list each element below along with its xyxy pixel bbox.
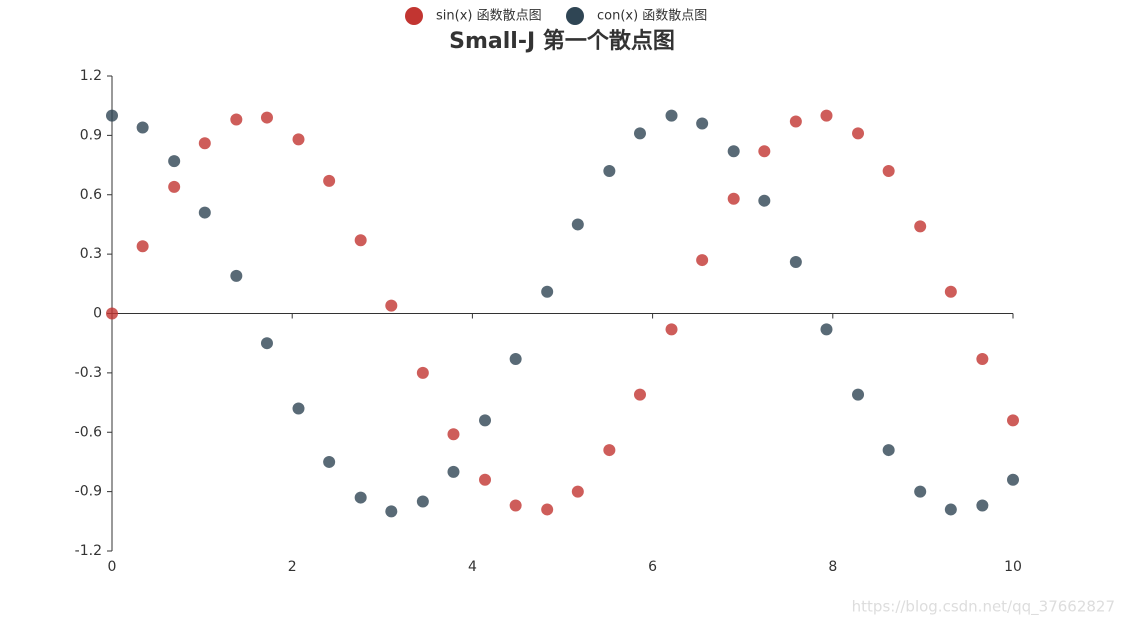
point [447,465,460,478]
point [136,121,149,134]
point [292,133,305,146]
legend-label: sin(x) 函数散点图 [436,9,542,24]
point [944,285,957,298]
point [385,505,398,518]
point [198,206,211,219]
legend-marker [566,7,584,25]
point [416,366,429,379]
y-tick-label: 0.6 [80,187,102,203]
point [633,388,646,401]
point [696,117,709,130]
point [914,485,927,498]
point [914,220,927,233]
point [603,444,616,457]
point [541,503,554,516]
point [168,155,181,168]
point [665,109,678,122]
point [106,307,118,320]
point [789,256,802,269]
y-tick-label: 0.3 [80,246,102,262]
y-tick-label: -0.3 [75,365,102,381]
y-tick-label: 1.2 [80,68,102,84]
point [1007,473,1019,486]
point [1007,414,1019,427]
point [696,254,709,267]
point [323,174,336,187]
point [230,269,243,282]
point [852,127,865,140]
point [260,337,273,350]
point [665,323,678,336]
point [758,194,771,207]
point [509,499,522,512]
chart-title: Small-J 第一个散点图 [449,28,675,54]
point [758,145,771,158]
point [292,402,305,415]
y-tick-label: -0.9 [75,484,102,500]
point [727,145,740,158]
point [976,499,989,512]
watermark: https://blog.csdn.net/qq_37662827 [852,598,1115,617]
point [976,353,989,366]
y-tick-label: 0.9 [80,127,102,143]
point [416,495,429,508]
point [354,491,367,504]
x-tick-label: 4 [468,559,477,575]
legend-label: con(x) 函数散点图 [597,9,707,24]
point [136,240,149,253]
legend-marker [405,7,423,25]
point [571,218,584,231]
point [633,127,646,140]
point [230,113,243,126]
point [820,109,833,122]
point [354,234,367,247]
point [882,165,895,177]
y-tick-label: -1.2 [75,543,102,559]
point [571,485,584,498]
point [541,285,554,298]
x-tick-label: 8 [828,559,837,575]
x-tick-label: 0 [108,559,117,575]
x-tick-label: 6 [648,559,657,575]
y-tick-label: -0.6 [75,424,102,440]
point [603,165,616,177]
x-tick-label: 2 [288,559,297,575]
point [852,388,865,401]
y-tick-label: 0 [93,306,102,322]
x-tick-label: 10 [1004,559,1022,575]
point [820,323,833,336]
point [385,299,398,312]
point [944,503,957,516]
point [323,455,336,468]
point [106,109,118,122]
point [479,414,492,427]
point [447,428,460,441]
point [509,353,522,366]
point [882,444,895,457]
point [260,111,273,124]
point [727,192,740,205]
point [789,115,802,128]
point [479,473,492,486]
point [168,180,181,193]
point [198,137,211,150]
